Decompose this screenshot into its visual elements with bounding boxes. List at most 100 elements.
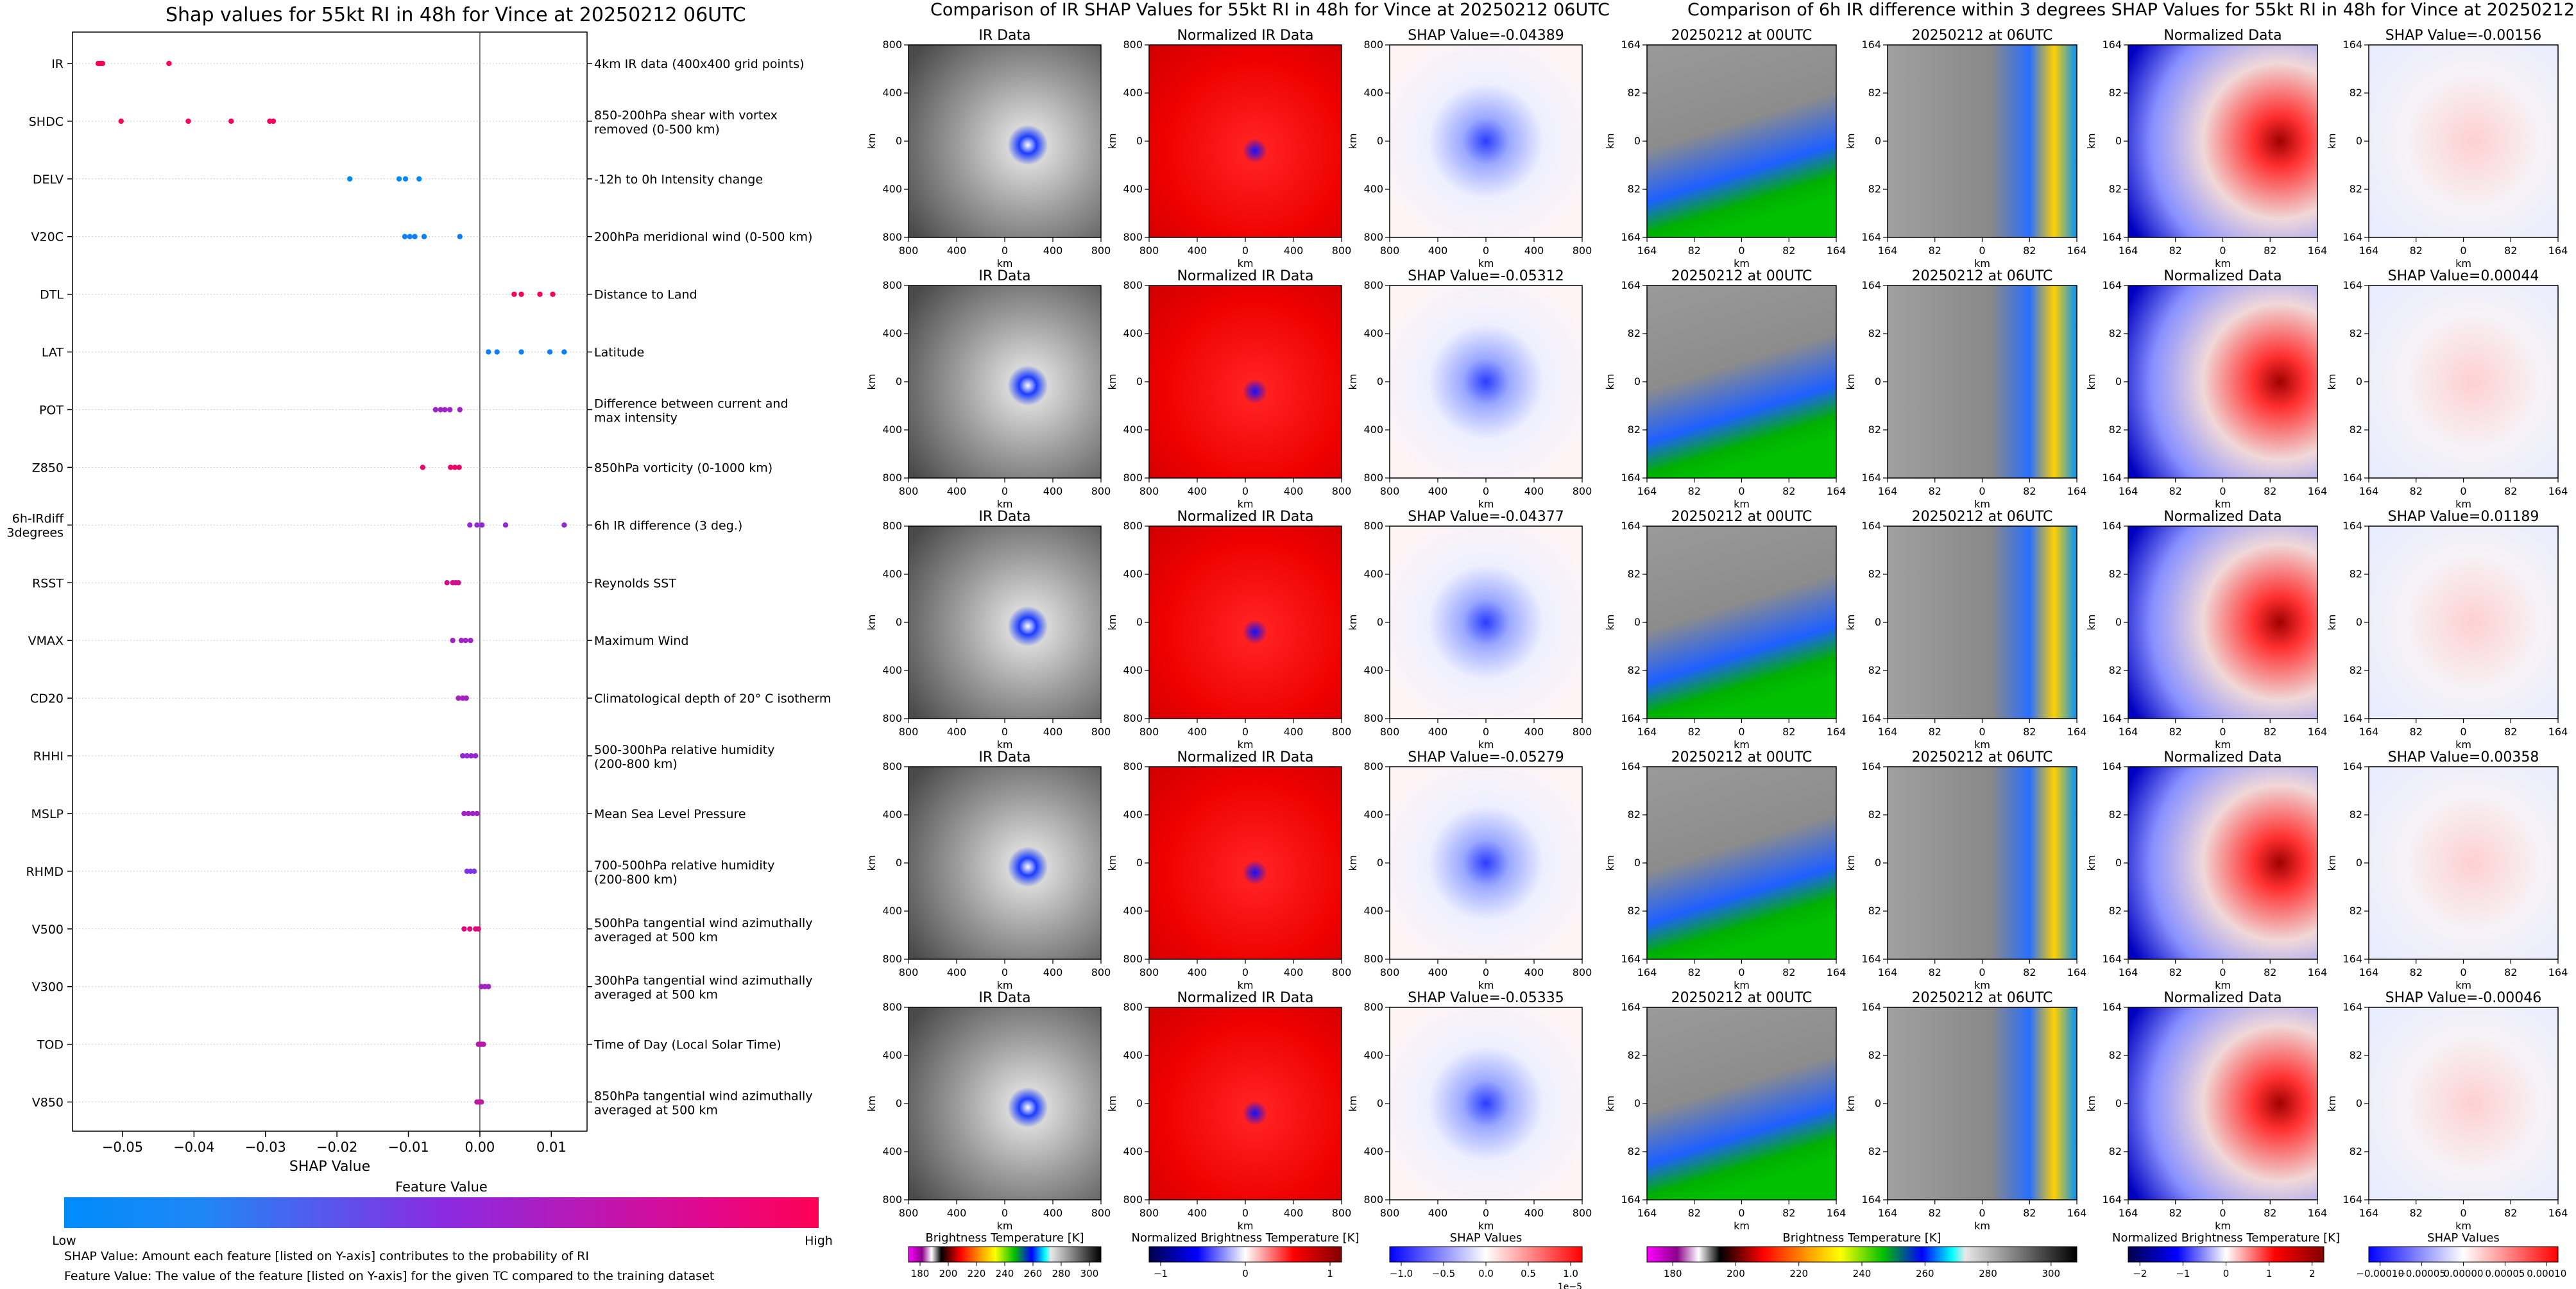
panel-x-tick-label: 82	[2504, 726, 2517, 738]
panel-x-axis-label: km	[1238, 1220, 1254, 1232]
panel-y-tick-label: 82	[2109, 664, 2122, 676]
panel-title: SHAP Value=-0.05312	[1408, 268, 1564, 284]
panel-x-tick-label: 800	[1380, 726, 1400, 738]
panel-y-tick-label: 400	[882, 568, 902, 580]
ir-shap-panel	[1389, 766, 1583, 960]
panel-x-tick-label: 800	[1139, 1207, 1159, 1219]
panel-y-tick-label: 164	[2102, 712, 2122, 724]
colorbar-gradient	[64, 1197, 819, 1228]
colorbar-tick-label: 280	[1979, 1268, 1997, 1279]
x-axis-label: SHAP Value	[289, 1159, 370, 1175]
panel-title: 20250212 at 00UTC	[1671, 28, 1813, 44]
panel-x-tick-label: 82	[1782, 485, 1795, 497]
panel-y-tick-label: 400	[1363, 183, 1383, 195]
feature-description: Latitude	[594, 346, 644, 360]
panel-x-tick-label: 400	[1188, 726, 1207, 738]
panel-title: SHAP Value=0.01189	[2388, 509, 2539, 525]
panel-title: Normalized IR Data	[1177, 509, 1313, 525]
panel-y-axis-label: km	[866, 133, 878, 149]
panel-y-tick-label: 800	[1123, 279, 1143, 291]
panel-y-axis-label: km	[1845, 855, 1857, 871]
panel-y-tick-label: 82	[2350, 1145, 2362, 1157]
colorbar-tick-label: 1	[1327, 1268, 1333, 1279]
panel-y-tick-label: 800	[882, 760, 902, 773]
panel-x-tick-label: 82	[2169, 244, 2182, 257]
panel-x-axis-label: km	[1734, 1220, 1750, 1232]
feature-description: Maximum Wind	[594, 634, 688, 648]
panel-x-tick-label: 82	[2504, 244, 2517, 257]
panel-x-tick-label: 164	[1827, 726, 1847, 738]
panel-x-tick-label: 164	[2308, 726, 2328, 738]
feature-description: 850-200hPa shear with vortex	[594, 108, 778, 123]
panel-y-tick-label: 0	[2356, 1097, 2362, 1109]
panel-y-tick-label: 800	[882, 472, 902, 484]
colorbar-label: Brightness Temperature [K]	[925, 1231, 1084, 1245]
panel-x-tick-label: 0	[2219, 485, 2226, 497]
feature-description: 500-300hPa relative humidity	[594, 743, 774, 757]
panel-y-tick-label: 164	[1861, 38, 1881, 51]
panel-y-tick-label: 400	[1123, 664, 1143, 676]
panel-x-tick-label: 164	[2548, 726, 2568, 738]
colorbar-tick-label: 300	[2042, 1268, 2060, 1279]
panel-y-tick-label: 800	[1123, 231, 1143, 243]
panel-x-tick-label: 800	[899, 485, 919, 497]
panel-x-tick-label: 400	[1043, 485, 1063, 497]
feature-name-label: CD20	[30, 692, 64, 706]
panel-y-tick-label: 0	[1136, 857, 1143, 869]
feature-description: Mean Sea Level Pressure	[594, 807, 746, 821]
panel-y-tick-label: 0	[2115, 375, 2122, 388]
panel-y-tick-label: 800	[1363, 760, 1383, 773]
shap-point	[467, 926, 473, 932]
panel-title: SHAP Value=-0.05335	[1408, 990, 1564, 1006]
diff-shap-panel	[2368, 1007, 2559, 1200]
panel-x-tick-label: 164	[1878, 726, 1898, 738]
colorbar-tick-label: 0.0	[1478, 1268, 1494, 1279]
panel-y-tick-label: 400	[1363, 568, 1383, 580]
panel-y-tick-label: 82	[2109, 905, 2122, 917]
panel-y-tick-label: 82	[1868, 568, 1881, 580]
panel-x-tick-label: 82	[2023, 485, 2036, 497]
panel-x-axis-label: km	[997, 257, 1013, 269]
panel-x-tick-label: 164	[2548, 1207, 2568, 1219]
panel-y-tick-label: 400	[1123, 568, 1143, 580]
panel-y-tick-label: 164	[2102, 520, 2122, 532]
panel-y-axis-label: km	[2085, 1096, 2097, 1112]
colorbar-title: Feature Value	[395, 1179, 488, 1195]
x-tick-label: −0.02	[316, 1140, 357, 1155]
panel-y-tick-label: 164	[1621, 760, 1641, 773]
panel-x-tick-label: 164	[2308, 244, 2328, 257]
shap-point	[270, 118, 277, 124]
panel-x-tick-label: 800	[1573, 1207, 1592, 1219]
diff-shap-colorbar	[2368, 1246, 2559, 1263]
panel-x-tick-label: 800	[1380, 1207, 1400, 1219]
shap-point	[478, 1099, 484, 1105]
panel-x-tick-label: 800	[1332, 244, 1352, 257]
feature-description: averaged at 500 km	[594, 930, 718, 944]
panel-x-axis-label: km	[2455, 257, 2471, 269]
colorbar-tick-label: −2	[2133, 1268, 2147, 1279]
panel-x-tick-label: 164	[1827, 244, 1847, 257]
panel-x-tick-label: 82	[2410, 966, 2423, 978]
panel-x-tick-label: 400	[1524, 485, 1544, 497]
shap-point	[228, 118, 234, 124]
panel-y-tick-label: 82	[2350, 327, 2362, 339]
x-tick-label: −0.05	[102, 1140, 143, 1155]
panel-y-tick-label: 0	[1875, 135, 1881, 147]
ir-00utc-panel	[1646, 44, 1837, 238]
panel-y-tick-label: 82	[1868, 327, 1881, 339]
shap-point	[467, 522, 473, 528]
panel-x-tick-label: 0	[1002, 244, 1008, 257]
panel-x-tick-label: 82	[1782, 966, 1795, 978]
panel-title: Normalized Data	[2163, 749, 2282, 765]
panel-x-tick-label: 0	[1483, 966, 1489, 978]
panel-x-tick-label: 400	[1428, 1207, 1448, 1219]
panel-y-axis-label: km	[1347, 133, 1359, 149]
panel-title: 20250212 at 06UTC	[1912, 28, 2053, 44]
panel-x-tick-label: 82	[2410, 1207, 2423, 1219]
panel-x-tick-label: 400	[947, 726, 967, 738]
feature-description: averaged at 500 km	[594, 988, 718, 1002]
panel-y-tick-label: 800	[882, 1001, 902, 1013]
panel-y-axis-label: km	[2326, 855, 2338, 871]
panel-y-tick-label: 164	[2102, 953, 2122, 965]
panel-x-tick-label: 82	[2504, 966, 2517, 978]
